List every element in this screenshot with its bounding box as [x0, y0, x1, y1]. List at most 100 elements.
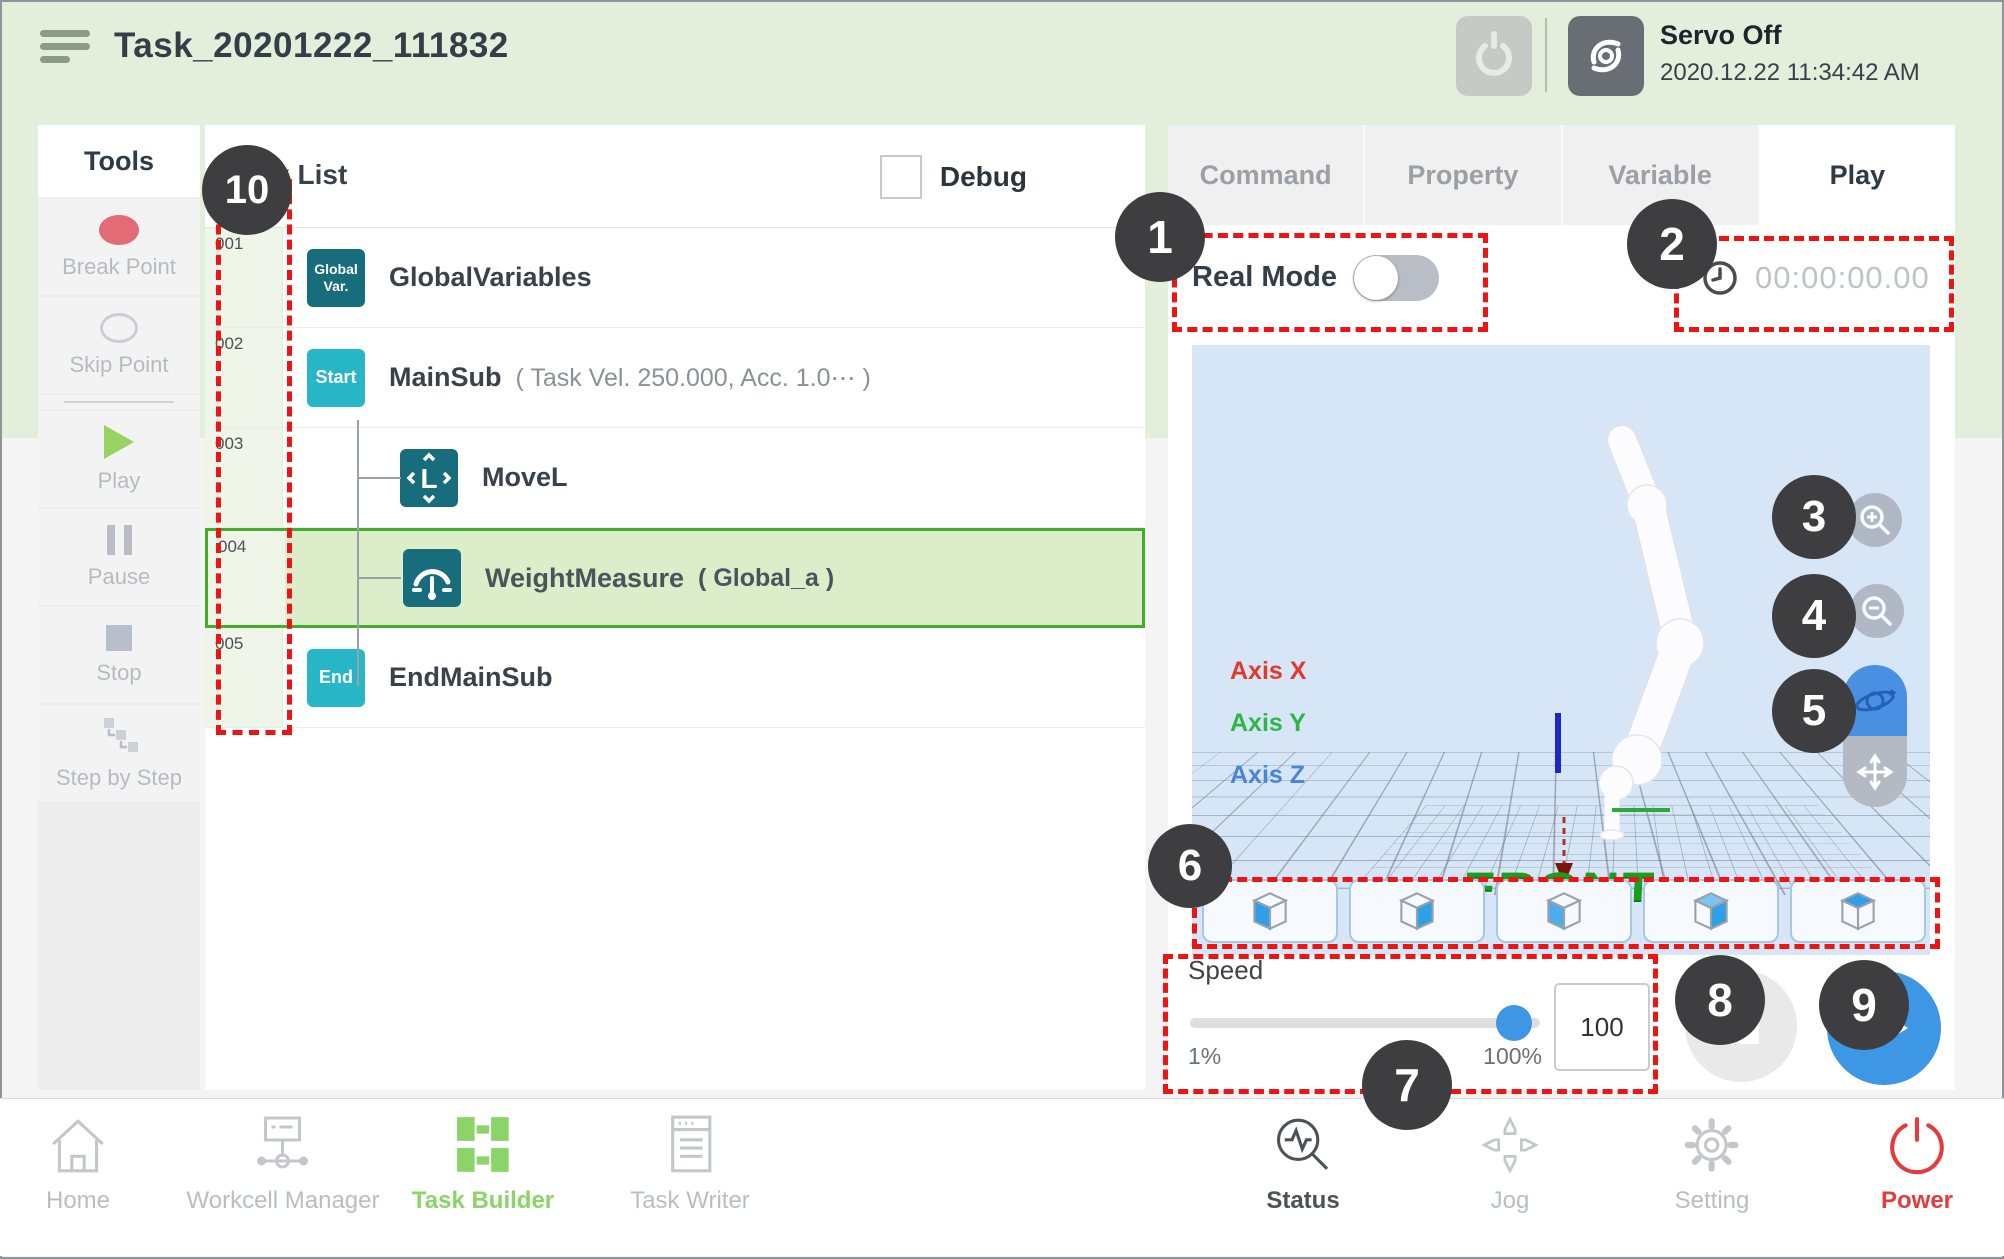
servo-button[interactable] [1568, 16, 1644, 96]
axis-y-label: Axis Y [1230, 709, 1306, 738]
tree-connector-branch [357, 577, 401, 579]
task-row-endmainsub[interactable]: 005 End EndMainSub [205, 628, 1145, 728]
zoom-out-icon [1859, 593, 1895, 629]
rotate-view-button[interactable] [1843, 665, 1907, 736]
datetime: 2020.12.22 11:34:42 AM [1660, 59, 1920, 87]
task-builder-icon [451, 1113, 515, 1177]
nav-task-builder[interactable]: Task Builder [412, 1113, 554, 1215]
task-row-weightmeasure-selected[interactable]: 004 WeightMeasure ( Global_a ) [205, 528, 1145, 628]
play-controls-row: Real Mode 00:00:00.00 [1168, 225, 1955, 345]
speed-min-label: 1% [1188, 1043, 1221, 1070]
stop-button[interactable]: Stop [38, 607, 200, 703]
cube-left-icon [1539, 886, 1589, 936]
tab-command[interactable]: Command [1168, 125, 1365, 225]
tab-variable[interactable]: Variable [1563, 125, 1760, 225]
speed-slider-knob[interactable] [1496, 1005, 1532, 1041]
play-stop-button[interactable] [1685, 970, 1797, 1082]
debug-label: Debug [940, 161, 1027, 193]
pause-button[interactable]: Pause [38, 509, 200, 605]
task-row-movel[interactable]: 003 L MoveL [205, 428, 1145, 528]
play-timer: 00:00:00.00 [1755, 260, 1930, 296]
cube-front-icon [1245, 886, 1295, 936]
task-writer-icon [658, 1113, 722, 1177]
menu-icon[interactable] [40, 30, 94, 70]
task-row-global-variables[interactable]: 001 Global Var. GlobalVariables [205, 228, 1145, 328]
axis-z-label: Axis Z [1230, 761, 1306, 790]
view-back-button[interactable] [1643, 879, 1779, 943]
debug-checkbox[interactable] [880, 155, 922, 199]
skip-point-button[interactable]: Skip Point [38, 297, 200, 393]
view-top-button[interactable] [1790, 879, 1926, 943]
tree-connector-branch [357, 477, 401, 479]
servo-info: Servo Off 2020.12.22 11:34:42 AM [1660, 20, 1920, 87]
top-bar: Task_20201222_111832 Servo Off 2020.12.2… [0, 0, 2004, 100]
view-preset-row [1202, 879, 1926, 943]
task-rows: 001 Global Var. GlobalVariables 002 Star… [205, 228, 1145, 728]
nav-status[interactable]: Status [1266, 1113, 1339, 1215]
step-by-step-button[interactable]: Step by Step [38, 705, 200, 801]
view-mode-toggle [1843, 665, 1907, 807]
servo-status: Servo Off [1660, 20, 1920, 51]
clock-icon [1701, 259, 1739, 297]
view-right-button[interactable] [1349, 879, 1485, 943]
axis-x-label: Axis X [1230, 657, 1306, 686]
tools-divider [38, 395, 200, 409]
gripper-button[interactable] [1456, 16, 1532, 96]
row-title: MoveL [482, 462, 568, 493]
view-front-button[interactable] [1202, 879, 1338, 943]
servo-swirl-icon [1582, 32, 1630, 80]
play-button[interactable]: Play [38, 411, 200, 507]
tab-property[interactable]: Property [1365, 125, 1562, 225]
tab-play[interactable]: Play [1760, 125, 1955, 225]
view-left-button[interactable] [1496, 879, 1632, 943]
skip-point-icon [100, 313, 138, 343]
play-icon [104, 425, 134, 459]
jog-dpad-icon [1477, 1113, 1543, 1177]
line-number: 004 [208, 531, 286, 625]
speed-value-input[interactable] [1554, 983, 1650, 1071]
line-number: 002 [205, 328, 283, 427]
right-panel: Command Property Variable Play Real Mode… [1168, 125, 1955, 1090]
axis-legend: Axis X Axis Y Axis Z [1230, 657, 1306, 813]
task-list-panel: Task List Debug 001 Global Var. GlobalVa… [205, 125, 1145, 1090]
task-list-title: Task List [228, 159, 347, 191]
start-icon: Start [307, 349, 365, 407]
zoom-in-button[interactable] [1848, 493, 1902, 547]
teach-pendant-screen: Task_20201222_111832 Servo Off 2020.12.2… [0, 0, 2004, 1259]
nav-jog[interactable]: Jog [1477, 1113, 1543, 1215]
pause-icon [107, 525, 132, 555]
cube-top-icon [1833, 886, 1883, 936]
workcell-manager-icon [250, 1113, 316, 1177]
global-var-icon: Global Var. [307, 249, 365, 307]
gripper-icon [1470, 30, 1518, 82]
speed-label: Speed [1188, 955, 1263, 986]
nav-home[interactable]: Home [45, 1113, 111, 1215]
stop-square-icon [1723, 1008, 1759, 1044]
nav-setting[interactable]: Setting [1675, 1113, 1750, 1215]
nav-task-writer[interactable]: Task Writer [630, 1113, 750, 1215]
pan-view-button[interactable] [1843, 736, 1907, 807]
nav-power[interactable]: Power [1881, 1113, 1953, 1215]
weight-measure-icon [403, 549, 461, 607]
row-title: GlobalVariables [389, 262, 592, 293]
nav-workcell-manager[interactable]: Workcell Manager [187, 1113, 380, 1215]
speed-slider[interactable] [1190, 1018, 1540, 1028]
play-start-button[interactable] [1827, 971, 1941, 1085]
task-list-header: Task List Debug [205, 125, 1145, 228]
bottom-navigation: Home Workcell Manager Task Builder [0, 1098, 2004, 1256]
home-icon [45, 1113, 111, 1177]
row-title: EndMainSub [389, 662, 553, 693]
task-row-mainsub[interactable]: 002 Start MainSub ( Task Vel. 250.000, A… [205, 328, 1145, 428]
speed-max-label: 100% [1468, 1043, 1542, 1070]
right-panel-tabs: Command Property Variable Play [1168, 125, 1955, 225]
movel-icon: L [400, 449, 458, 507]
real-mode-toggle[interactable] [1353, 255, 1439, 301]
robot-3d-viewport[interactable]: Axis X Axis Y Axis Z FRONT [1192, 345, 1930, 955]
zoom-out-button[interactable] [1850, 584, 1904, 638]
step-by-step-icon [98, 716, 140, 756]
cube-back-icon [1686, 886, 1736, 936]
setting-gear-icon [1679, 1113, 1745, 1177]
row-params: ( Task Vel. 250.000, Acc. 1.0⋯ ) [516, 363, 871, 393]
line-number: 001 [205, 228, 283, 327]
break-point-button[interactable]: Break Point [38, 199, 200, 295]
